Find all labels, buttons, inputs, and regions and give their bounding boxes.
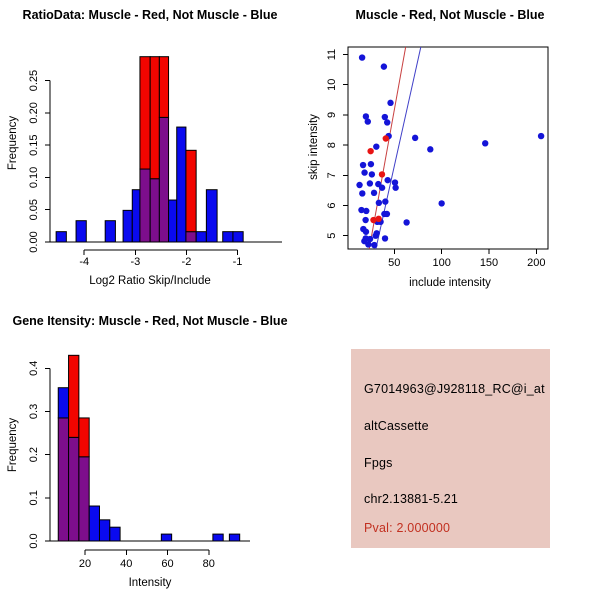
svg-text:0.1: 0.1 <box>28 490 40 505</box>
svg-text:150: 150 <box>480 257 498 269</box>
svg-text:0.05: 0.05 <box>28 199 40 220</box>
info-panel: G7014963@J928118_RC@i_at altCassette Fpg… <box>351 349 550 548</box>
intensity-histogram-title: Gene Itensity: Muscle - Red, Not Muscle … <box>12 314 288 328</box>
svg-text:0.10: 0.10 <box>28 167 40 188</box>
probe-id-text: G7014963@J928118_RC@i_at <box>364 382 545 396</box>
svg-text:9: 9 <box>326 112 338 118</box>
svg-text:7: 7 <box>326 172 338 178</box>
svg-text:0.20: 0.20 <box>28 102 40 123</box>
ratio-histogram-ylabel: Frequency <box>7 115 19 171</box>
ratio-histogram-plot: 0.00 0.05 0.10 0.15 0.20 0.25 -4 -3 -2 -1 <box>28 56 282 268</box>
svg-text:0.4: 0.4 <box>28 361 40 376</box>
svg-text:-3: -3 <box>130 256 140 268</box>
ratio-histogram-xlabel: Log2 Ratio Skip/Include <box>89 275 211 287</box>
chromosome-location-text: chr2.13881-5.21 <box>364 492 459 506</box>
gene-info-quadrant: G7014963@J928118_RC@i_at altCassette Fpg… <box>300 300 600 600</box>
gene-name-text: Fpgs <box>364 456 393 470</box>
intensity-histogram-xlabel: Intensity <box>128 577 172 589</box>
svg-text:-2: -2 <box>182 256 192 268</box>
svg-text:-1: -1 <box>233 256 243 268</box>
svg-text:0.15: 0.15 <box>28 134 40 155</box>
ratio-histogram-title: RatioData: Muscle - Red, Not Muscle - Bl… <box>22 8 278 22</box>
scatter-plot: 5 6 7 8 9 10 11 50 100 150 200 <box>326 46 549 269</box>
scatter-panel: Muscle - Red, Not Muscle - Blue 5 6 7 8 9 10 1… <box>300 0 600 300</box>
pval-text: Pval: 2.000000 <box>364 521 451 535</box>
scatter-ylabel: skip intensity <box>308 114 320 180</box>
svg-text:80: 80 <box>203 558 215 570</box>
svg-text:5: 5 <box>326 233 338 239</box>
svg-text:0.0: 0.0 <box>28 533 40 548</box>
svg-text:0.25: 0.25 <box>28 70 40 91</box>
svg-text:0.2: 0.2 <box>28 447 40 462</box>
svg-text:10: 10 <box>326 79 338 91</box>
intensity-histogram-panel: Gene Itensity: Muscle - Red, Not Muscle … <box>0 300 300 600</box>
svg-text:60: 60 <box>161 558 173 570</box>
scatter-xlabel: include intensity <box>409 277 491 289</box>
svg-text:100: 100 <box>432 257 450 269</box>
svg-text:0.00: 0.00 <box>28 231 40 252</box>
svg-text:20: 20 <box>79 558 91 570</box>
intensity-histogram-plot: 0.0 0.1 0.2 0.3 0.4 20 40 60 80 <box>28 354 250 570</box>
event-type-text: altCassette <box>364 419 429 433</box>
svg-text:11: 11 <box>326 49 338 60</box>
svg-text:8: 8 <box>326 142 338 148</box>
intensity-histogram-ylabel: Frequency <box>7 417 19 473</box>
svg-text:6: 6 <box>326 202 338 208</box>
svg-text:0.3: 0.3 <box>28 404 40 419</box>
scatter-title: Muscle - Red, Not Muscle - Blue <box>355 8 545 22</box>
svg-text:50: 50 <box>388 257 400 269</box>
svg-text:200: 200 <box>527 257 545 269</box>
ratio-histogram-panel: RatioData: Muscle - Red, Not Muscle - Bl… <box>0 0 300 300</box>
svg-text:-4: -4 <box>79 256 89 268</box>
svg-text:40: 40 <box>120 558 132 570</box>
